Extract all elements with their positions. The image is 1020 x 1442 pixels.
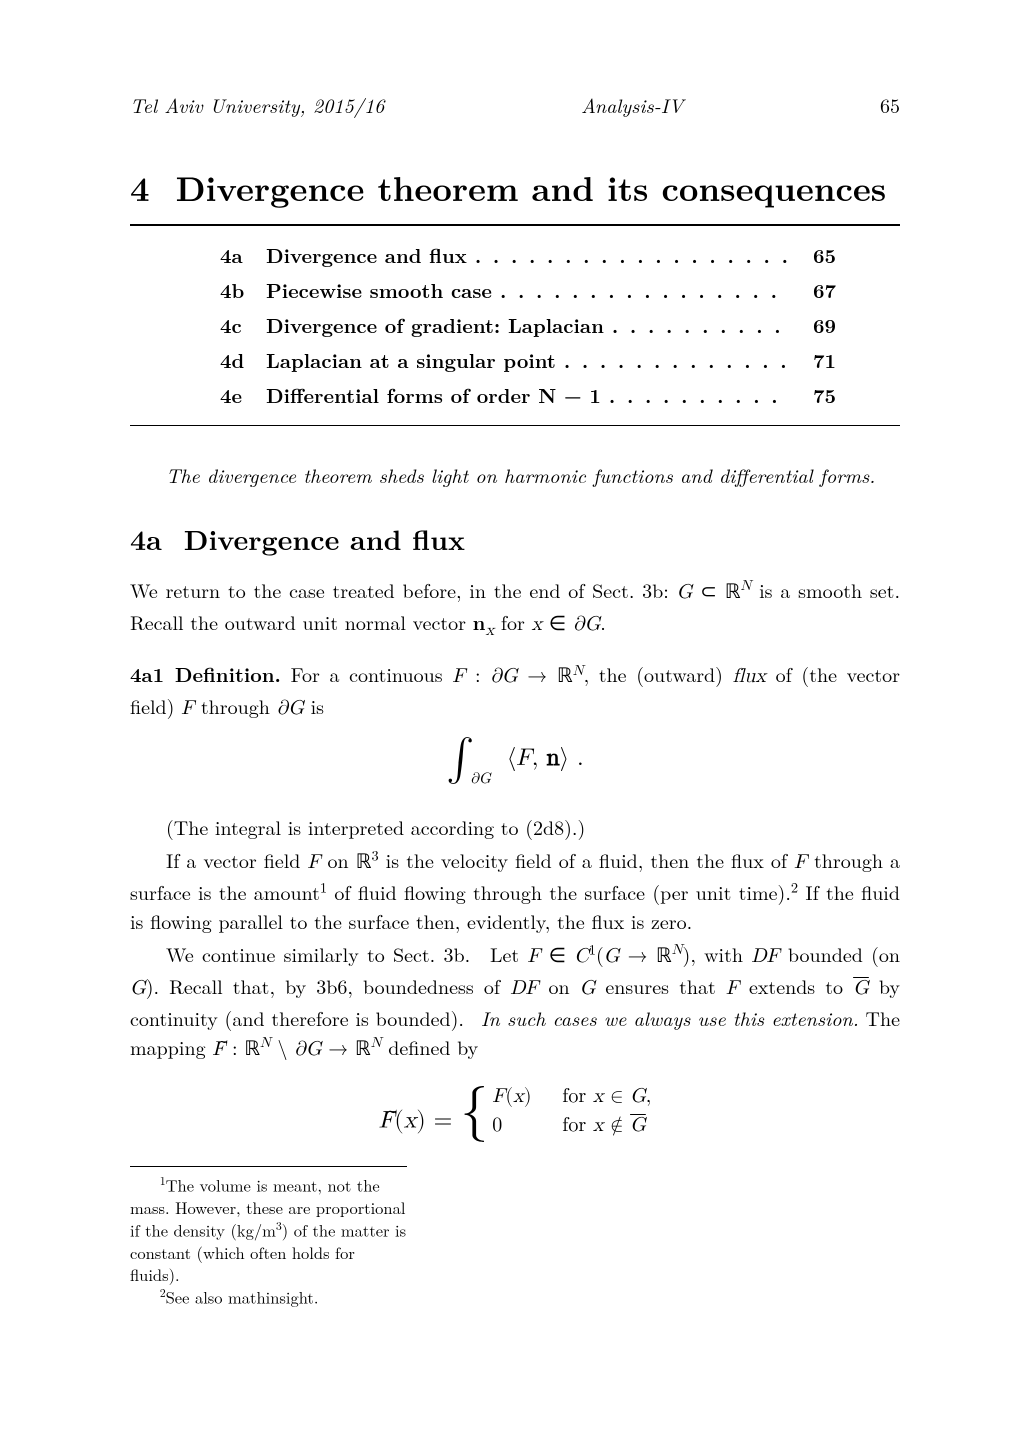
lead-paragraph: The divergence theorem sheds light on ha…	[130, 460, 900, 489]
header-left: Tel Aviv University, 2015/16	[130, 90, 384, 119]
toc-dots	[612, 310, 788, 339]
rule-bottom	[130, 425, 900, 426]
footnote: 2See also mathinsight.	[130, 1285, 407, 1308]
subsection-title: Divergence and flux	[184, 519, 465, 559]
toc-row: 4b Piecewise smooth case 67	[220, 275, 836, 304]
toc-label: 4d	[220, 345, 266, 374]
toc-title: Laplacian at a singular point	[266, 345, 556, 374]
display-equation-piecewise: F̃(x) = { F(x)for x ∈ G, 0for x ∉ G	[130, 1082, 900, 1140]
toc-title: Divergence and flux	[266, 240, 467, 269]
toc-row: 4a Divergence and flux 65	[220, 240, 836, 269]
table-of-contents: 4a Divergence and flux 65 4b Piecewise s…	[220, 240, 836, 409]
header-page-number: 65	[880, 90, 900, 119]
definition-paragraph: 4a1 Definition. For a continuous F : ∂G …	[130, 659, 900, 723]
footnote: 1The volume is meant, not the mass. Howe…	[130, 1173, 407, 1285]
body-paragraph: We return to the case treated before, in…	[130, 575, 900, 643]
body-paragraph: If a vector field F on ℝ3 is the velocit…	[130, 845, 900, 935]
toc-page: 67	[796, 275, 836, 304]
toc-label: 4c	[220, 310, 266, 339]
section-heading: 4Divergence theorem and its consequences	[130, 167, 900, 210]
toc-label: 4a	[220, 240, 266, 269]
toc-dots	[564, 345, 788, 374]
toc-row: 4d Laplacian at a singular point 71	[220, 345, 836, 374]
header-center: Analysis-IV	[581, 90, 683, 119]
toc-page: 65	[796, 240, 836, 269]
display-equation: ∫∂G ⟨F, n⟩ .	[130, 741, 900, 790]
subsection-heading: 4a Divergence and flux	[130, 519, 900, 560]
subsection-number: 4a	[130, 519, 162, 559]
section-number: 4	[130, 163, 150, 212]
toc-dots	[475, 240, 788, 269]
toc-row: 4e Differential forms of order N − 1 75	[220, 380, 836, 409]
toc-title: Divergence of gradient: Laplacian	[266, 310, 604, 339]
footnotes: 1The volume is meant, not the mass. Howe…	[130, 1166, 407, 1308]
toc-title: Differential forms of order N − 1	[266, 380, 601, 409]
body-paragraph: We continue similarly to Sect. 3b. Let F…	[130, 939, 900, 1064]
toc-label: 4e	[220, 380, 266, 409]
section-title-text: Divergence theorem and its consequences	[176, 163, 887, 212]
body-paragraph: (The integral is interpreted according t…	[130, 812, 900, 841]
toc-title: Piecewise smooth case	[266, 275, 492, 304]
toc-dots	[609, 380, 788, 409]
definition-label: 4a1 Definition.	[130, 659, 281, 688]
running-header: Tel Aviv University, 2015/16 Analysis-IV…	[130, 90, 900, 119]
toc-page: 75	[796, 380, 836, 409]
toc-dots	[500, 275, 788, 304]
toc-page: 69	[796, 310, 836, 339]
emphasis: In such cases we always use this extensi…	[481, 1003, 859, 1032]
toc-label: 4b	[220, 275, 266, 304]
toc-row: 4c Divergence of gradient: Laplacian 69	[220, 310, 836, 339]
rule-top	[130, 224, 900, 226]
toc-page: 71	[796, 345, 836, 374]
